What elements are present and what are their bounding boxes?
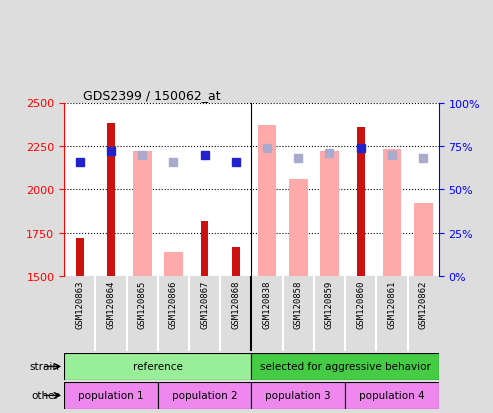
Text: GSM120861: GSM120861 xyxy=(387,280,396,329)
Text: population 1: population 1 xyxy=(78,390,144,401)
Bar xyxy=(251,353,439,380)
Text: GSM120859: GSM120859 xyxy=(325,280,334,329)
Text: other: other xyxy=(31,390,59,401)
Text: GSM120866: GSM120866 xyxy=(169,280,178,329)
Text: population 4: population 4 xyxy=(359,390,425,401)
Bar xyxy=(320,152,339,277)
Bar xyxy=(289,180,308,277)
Bar xyxy=(76,239,84,277)
Text: reference: reference xyxy=(133,361,183,372)
Text: GSM120867: GSM120867 xyxy=(200,280,209,329)
Text: GSM120864: GSM120864 xyxy=(106,280,115,329)
Bar xyxy=(64,353,251,380)
Text: GSM120868: GSM120868 xyxy=(231,280,240,329)
Text: GSM120862: GSM120862 xyxy=(419,280,427,329)
Text: GSM120858: GSM120858 xyxy=(294,280,303,329)
Text: selected for aggressive behavior: selected for aggressive behavior xyxy=(260,361,430,372)
Bar xyxy=(107,124,115,277)
Bar xyxy=(258,126,277,277)
Bar xyxy=(357,128,365,277)
Bar xyxy=(414,204,432,277)
Bar xyxy=(383,150,401,277)
Text: strain: strain xyxy=(29,361,59,372)
Text: GSM120863: GSM120863 xyxy=(75,280,84,329)
Text: population 2: population 2 xyxy=(172,390,238,401)
Bar xyxy=(158,382,251,409)
Bar xyxy=(345,382,439,409)
Text: GSM120865: GSM120865 xyxy=(138,280,146,329)
Text: GSM120838: GSM120838 xyxy=(263,280,272,329)
Bar xyxy=(251,382,345,409)
Bar xyxy=(133,152,151,277)
Bar xyxy=(232,247,240,277)
Text: population 3: population 3 xyxy=(265,390,331,401)
Text: GSM120860: GSM120860 xyxy=(356,280,365,329)
Bar xyxy=(164,252,183,277)
Text: GDS2399 / 150062_at: GDS2399 / 150062_at xyxy=(83,89,220,102)
Bar xyxy=(64,382,158,409)
Bar xyxy=(201,221,209,277)
